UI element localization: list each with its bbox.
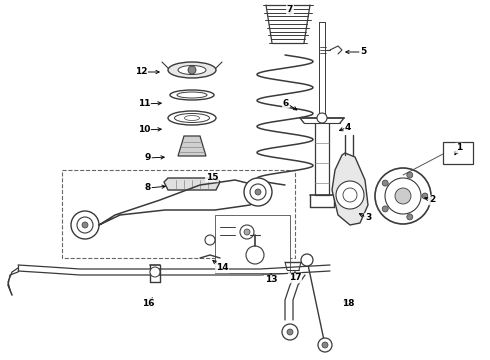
Text: 16: 16 (142, 298, 154, 307)
Circle shape (71, 211, 99, 239)
Text: 9: 9 (145, 153, 151, 162)
Circle shape (188, 66, 196, 74)
Text: 15: 15 (206, 172, 218, 181)
Circle shape (336, 181, 364, 209)
Circle shape (150, 267, 160, 277)
Circle shape (343, 188, 357, 202)
Circle shape (318, 338, 332, 352)
Text: 3: 3 (365, 213, 371, 222)
Polygon shape (178, 136, 206, 156)
Bar (443, 142, 473, 164)
Circle shape (407, 214, 413, 220)
Circle shape (322, 342, 328, 348)
Text: 12: 12 (135, 68, 147, 77)
Text: 11: 11 (138, 99, 150, 108)
Circle shape (301, 254, 313, 266)
Text: 17: 17 (289, 274, 301, 283)
Circle shape (77, 217, 93, 233)
Bar (62, 170, 295, 258)
Polygon shape (164, 178, 220, 190)
Circle shape (240, 225, 254, 239)
Ellipse shape (178, 66, 206, 75)
Text: 2: 2 (429, 195, 435, 204)
Text: 14: 14 (216, 264, 228, 273)
Ellipse shape (174, 113, 210, 122)
Circle shape (422, 193, 428, 199)
Circle shape (82, 222, 88, 228)
Ellipse shape (185, 116, 199, 121)
Circle shape (395, 188, 411, 204)
Circle shape (382, 206, 388, 212)
Circle shape (250, 184, 266, 200)
Circle shape (246, 246, 264, 264)
Circle shape (255, 189, 261, 195)
Text: 18: 18 (342, 298, 354, 307)
Ellipse shape (168, 111, 216, 125)
Circle shape (385, 178, 421, 214)
Text: 4: 4 (345, 122, 351, 131)
Text: 10: 10 (138, 126, 150, 135)
Text: 13: 13 (265, 275, 277, 284)
Text: 1: 1 (456, 144, 462, 153)
Circle shape (317, 113, 327, 123)
Text: 5: 5 (360, 48, 366, 57)
Circle shape (205, 235, 215, 245)
Circle shape (382, 180, 388, 186)
Text: 8: 8 (145, 184, 151, 193)
Ellipse shape (177, 92, 207, 98)
Circle shape (244, 178, 272, 206)
Bar (215, 215, 290, 273)
Circle shape (244, 229, 250, 235)
Circle shape (287, 329, 293, 335)
Circle shape (282, 324, 298, 340)
Text: 6: 6 (283, 99, 289, 108)
Polygon shape (332, 153, 368, 225)
Circle shape (375, 168, 431, 224)
Circle shape (407, 172, 413, 178)
Ellipse shape (168, 62, 216, 78)
Ellipse shape (170, 90, 214, 100)
Text: 7: 7 (287, 5, 293, 14)
